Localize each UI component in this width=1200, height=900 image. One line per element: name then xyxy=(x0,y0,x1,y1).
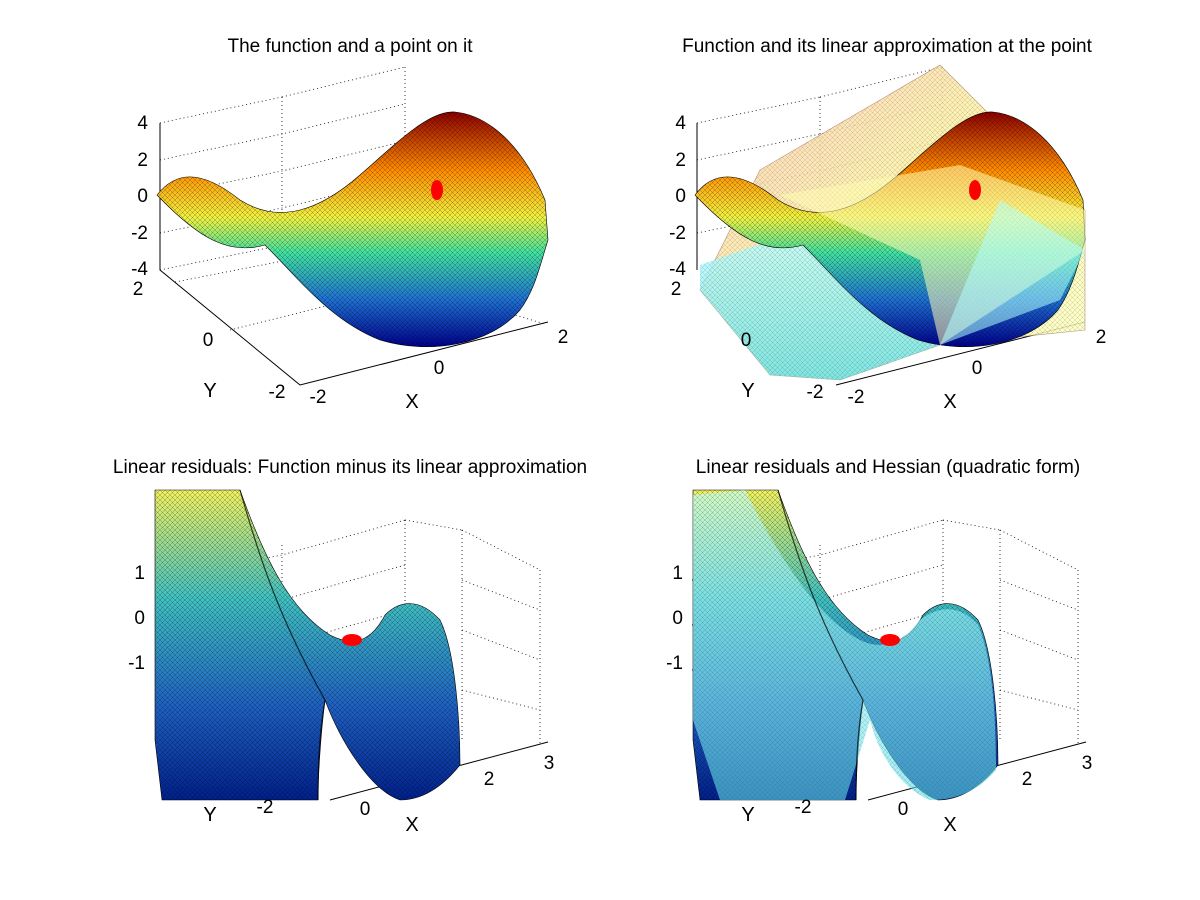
panel-4-point xyxy=(880,634,900,646)
panel-1-zlabel-0: -4 xyxy=(131,259,148,280)
panel-2-zlabel-3: 2 xyxy=(675,150,686,171)
panel-1-ytick-2: 2 xyxy=(133,279,144,300)
panel-4-xlabel: X xyxy=(943,814,956,836)
panel-3-xtick-0: 0 xyxy=(360,799,371,820)
panel-1-xtick-0: -2 xyxy=(310,387,327,408)
panel-1-zlabel-4: 4 xyxy=(137,113,148,134)
panel-1-ylabel: Y xyxy=(203,380,216,402)
panel-2-ylabel: Y xyxy=(741,380,754,402)
panel-3-ylabel: Y xyxy=(203,804,216,826)
panel-4-zlabel-1: 0 xyxy=(672,608,683,629)
panel-1-xtick-1: 0 xyxy=(434,358,445,379)
panel-1-ytick-1: 0 xyxy=(203,330,214,351)
panel-3-ytick-0: -2 xyxy=(257,797,274,818)
panel-2-ytick-2: 2 xyxy=(671,279,682,300)
panel-1: The function and a point on it 4 2 0 -2 … xyxy=(131,36,568,413)
panel-4-ytick-0: -2 xyxy=(795,797,812,818)
panel-4-xtick-2: 3 xyxy=(1082,753,1093,774)
panel-4-zlabel-2: 1 xyxy=(672,563,683,584)
panel-1-point xyxy=(431,180,443,200)
panel-1-zlabel-2: 0 xyxy=(137,186,148,207)
panel-3-xtick-1: 2 xyxy=(484,769,495,790)
panel-3-title: Linear residuals: Function minus its lin… xyxy=(113,457,587,478)
panel-3-zlabel-1: 0 xyxy=(134,608,145,629)
panel-4-xtick-0: 0 xyxy=(898,799,909,820)
panel-3: Linear residuals: Function minus its lin… xyxy=(113,457,587,836)
panel-2-zlabel-2: 0 xyxy=(675,186,686,207)
panel-4-zlabel-0: -1 xyxy=(666,653,683,674)
panel-2-ytick-0: -2 xyxy=(807,382,824,403)
panel-4: Linear residuals and Hessian (quadratic … xyxy=(666,457,1092,836)
panel-1-zlabel-1: -2 xyxy=(131,223,148,244)
panel-4-xtick-1: 2 xyxy=(1022,769,1033,790)
panel-3-xlabel: X xyxy=(405,814,418,836)
panel-1-xlabel: X xyxy=(405,391,418,413)
panel-2-title: Function and its linear approximation at… xyxy=(682,36,1093,57)
panel-2-zlabel-1: -2 xyxy=(669,223,686,244)
panel-1-xtick-2: 2 xyxy=(558,327,569,348)
panel-1-zlabel-3: 2 xyxy=(137,150,148,171)
panel-4-title: Linear residuals and Hessian (quadratic … xyxy=(696,457,1080,478)
panel-2-xtick-2: 2 xyxy=(1096,327,1107,348)
panel-2-xtick-0: -2 xyxy=(848,387,865,408)
panel-2-xtick-1: 0 xyxy=(972,358,983,379)
panel-2: Function and its linear approximation at… xyxy=(669,36,1106,413)
panel-3-point xyxy=(342,634,362,646)
panel-2-zlabel-0: -4 xyxy=(669,259,686,280)
panel-3-zlabel-2: 1 xyxy=(134,563,145,584)
panel-2-xlabel: X xyxy=(943,391,956,413)
panel-2-zlabel-4: 4 xyxy=(675,113,686,134)
panel-1-title: The function and a point on it xyxy=(227,36,473,57)
panel-2-ytick-1: 0 xyxy=(741,330,752,351)
panel-2-grid xyxy=(696,66,943,270)
panel-2-point xyxy=(969,180,981,200)
panel-3-xtick-2: 3 xyxy=(544,753,555,774)
panel-3-zlabel-0: -1 xyxy=(128,653,145,674)
panel-1-ytick-0: -2 xyxy=(269,382,286,403)
panel-4-ylabel: Y xyxy=(741,804,754,826)
